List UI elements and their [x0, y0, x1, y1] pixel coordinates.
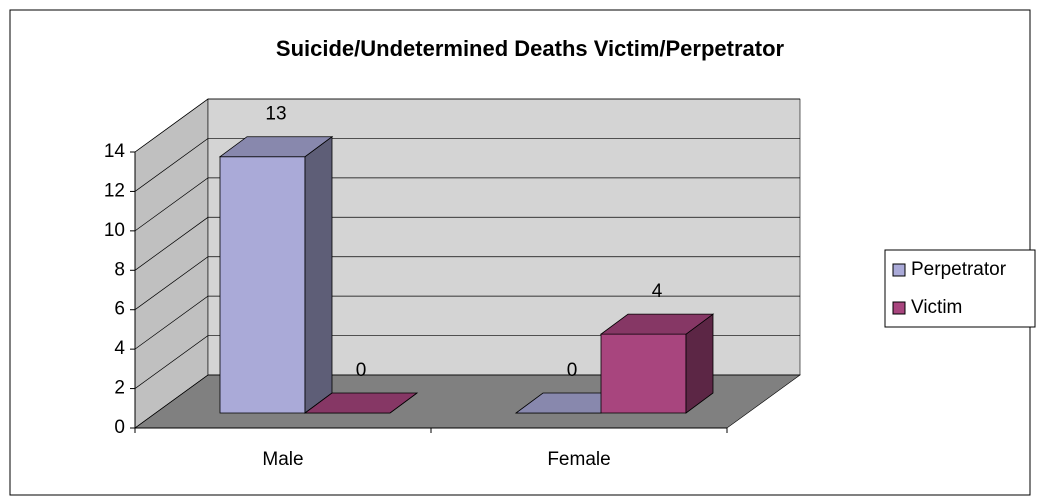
y-tick-label: 0 — [114, 417, 125, 438]
legend — [884, 249, 1036, 328]
data-label: 0 — [567, 360, 578, 381]
bar-side — [304, 135, 333, 414]
grid-line — [134, 98, 800, 153]
y-tick-label: 4 — [114, 338, 125, 359]
bar-front — [219, 156, 306, 414]
bar-top — [218, 136, 334, 158]
bar-front — [600, 333, 687, 414]
chart-title: Suicide/Undetermined Deaths Victim/Perpe… — [276, 36, 785, 61]
bar-top — [303, 392, 419, 414]
data-label: 13 — [265, 104, 286, 125]
bar — [218, 135, 334, 414]
legend-label: Perpetrator — [911, 259, 1007, 280]
y-tick-label: 2 — [114, 378, 125, 399]
bar — [599, 313, 715, 414]
y-tick-label: 10 — [104, 220, 125, 241]
bar-top — [599, 313, 715, 335]
y-tick-label: 12 — [104, 180, 125, 201]
y-tick-label: 14 — [104, 141, 126, 162]
grid-line — [134, 216, 800, 271]
grid-line — [134, 295, 800, 350]
x-tick-label: Male — [262, 449, 303, 470]
legend-swatch — [892, 263, 906, 277]
grid-line — [134, 256, 800, 310]
y-tick-label: 8 — [114, 259, 125, 280]
x-tick-label: Female — [547, 449, 610, 470]
data-label: 0 — [356, 360, 367, 381]
legend-swatch — [892, 301, 906, 315]
data-label: 4 — [652, 281, 663, 302]
grid-line — [134, 177, 800, 232]
y-tick-label: 6 — [114, 299, 125, 320]
legend-label: Victim — [911, 297, 962, 318]
side-wall — [134, 98, 209, 429]
bar — [303, 392, 419, 414]
grid-line — [134, 138, 800, 192]
